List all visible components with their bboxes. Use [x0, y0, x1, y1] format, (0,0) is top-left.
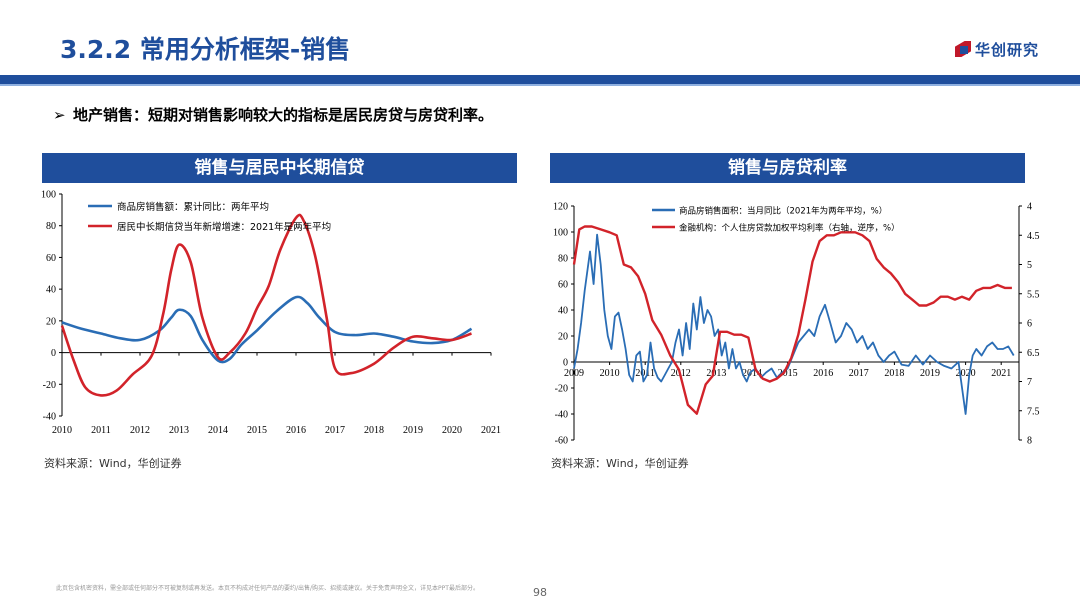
x-tick-label: 2009 [564, 368, 584, 379]
x-tick-label: 2017 [849, 368, 869, 379]
y-tick-label: 100 [553, 228, 568, 239]
x-tick-label: 2014 [742, 368, 762, 379]
y-tick-label: 100 [41, 190, 56, 201]
legend-label-1: 商品房销售额：累计同比：两年平均 [117, 201, 269, 213]
y-tick-label: 40 [558, 306, 568, 317]
y2-tick-label: 4 [1027, 202, 1032, 213]
header-band-accent [0, 84, 1080, 86]
left-chart-header: 销售与居民中长期信贷 [42, 153, 517, 183]
disclaimer-footer: 此页包含机密资料，需全部或任何部分不可被复制或再发送。本页不构成对任何产品的要约… [56, 585, 479, 592]
series-line-1 [573, 233, 1015, 415]
y-tick-label: 20 [558, 332, 568, 343]
x-tick-label: 2021 [991, 368, 1011, 379]
left-chart-source: 资料来源：Wind，华创证券 [44, 457, 182, 470]
y2-tick-label: 6.5 [1027, 348, 1040, 359]
x-tick-label: 2016 [813, 368, 833, 379]
x-tick-label: 2020 [442, 425, 462, 436]
header-band [0, 75, 1080, 84]
arrow-right-icon: ➢ [53, 106, 66, 124]
y-tick-label: -20 [43, 380, 56, 391]
legend-label-2: 金融机构：个人住房贷款加权平均利率（右轴，逆序，%） [679, 223, 900, 234]
series-line-2 [60, 213, 472, 397]
x-tick-label: 2016 [286, 425, 306, 436]
y-tick-label: -40 [43, 412, 56, 423]
x-tick-label: 2015 [778, 368, 798, 379]
x-tick-label: 2015 [247, 425, 267, 436]
y-tick-label: 120 [553, 202, 568, 213]
x-tick-label: 2018 [364, 425, 384, 436]
x-tick-label: 2012 [130, 425, 150, 436]
x-tick-label: 2010 [600, 368, 620, 379]
y2-tick-label: 7.5 [1027, 406, 1040, 417]
right-chart-header: 销售与房贷利率 [550, 153, 1025, 183]
series-line-2 [572, 225, 1012, 415]
company-logo: 华创研究 [955, 40, 1045, 62]
y-tick-label: 60 [46, 253, 56, 264]
page-title: 3.2.2 常用分析框架-销售 [60, 35, 351, 64]
y-tick-label: -40 [555, 410, 568, 421]
x-tick-label: 2018 [884, 368, 904, 379]
x-tick-label: 2010 [52, 425, 72, 436]
right-chart: 120 100 80 60 40 20 0 -20 -40 -60 4 4.5 5 5.5 6 6.5 7 7.5… [553, 202, 1040, 447]
series-line-1 [61, 295, 473, 364]
y-tick-label: 0 [563, 358, 568, 369]
y-tick-label: 0 [51, 348, 56, 359]
logo-square-icon [960, 46, 968, 54]
y-tick-label: 60 [558, 280, 568, 291]
y2-tick-label: 5 [1027, 260, 1032, 271]
x-tick-label: 2020 [956, 368, 976, 379]
x-tick-label: 2011 [91, 425, 111, 436]
y-tick-label: 80 [558, 254, 568, 265]
y-tick-label: -60 [555, 436, 568, 447]
y-tick-label: 40 [46, 285, 56, 296]
y-tick-label: -20 [555, 384, 568, 395]
y-tick-label: 20 [46, 316, 56, 327]
legend-label-1: 商品房销售面积：当月同比（2021年为两年平均，%） [679, 206, 887, 217]
y2-tick-label: 5.5 [1027, 289, 1040, 300]
x-tick-label: 2021 [481, 425, 501, 436]
x-tick-label: 2013 [169, 425, 189, 436]
y2-tick-label: 4.5 [1027, 231, 1040, 242]
left-chart: 100 80 60 40 20 0 -20 -40 2010 2011 2012 2013 2014 20… [41, 190, 501, 437]
logo-text: 华创研究 [975, 41, 1040, 59]
y2-tick-label: 8 [1027, 436, 1032, 447]
legend-label-2: 居民中长期信贷当年新增增速：2021年是两年平均 [117, 221, 331, 233]
bullet-point: ➢ 地产销售：短期对销售影响较大的指标是居民房贷与房贷利率。 [53, 104, 493, 125]
x-tick-label: 2014 [208, 425, 228, 436]
page-number: 98 [533, 586, 547, 599]
x-tick-label: 2019 [403, 425, 423, 436]
x-tick-label: 2013 [706, 368, 726, 379]
y2-tick-label: 7 [1027, 377, 1032, 388]
x-tick-label: 2019 [920, 368, 940, 379]
x-tick-label: 2017 [325, 425, 345, 436]
y-tick-label: 80 [46, 221, 56, 232]
bullet-text: 地产销售：短期对销售影响较大的指标是居民房贷与房贷利率。 [73, 106, 494, 124]
y2-tick-label: 6 [1027, 319, 1032, 330]
right-chart-source: 资料来源：Wind，华创证券 [551, 457, 689, 470]
x-tick-label: 2011 [635, 368, 655, 379]
